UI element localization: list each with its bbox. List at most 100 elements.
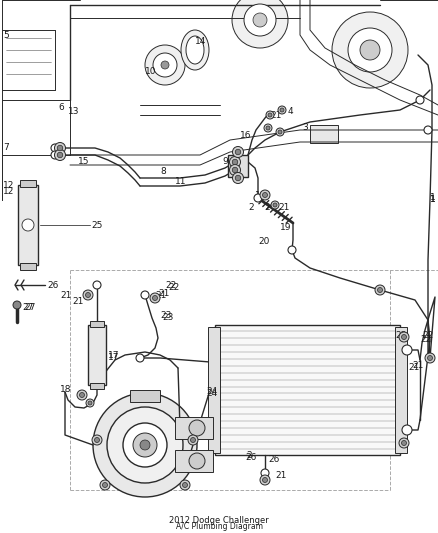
- Text: 18: 18: [255, 190, 266, 199]
- Circle shape: [260, 475, 270, 485]
- Circle shape: [280, 108, 284, 112]
- Circle shape: [180, 480, 190, 490]
- Text: 2012 Dodge Challenger: 2012 Dodge Challenger: [169, 516, 269, 525]
- Circle shape: [136, 354, 144, 362]
- Circle shape: [253, 13, 267, 27]
- Circle shape: [378, 287, 382, 293]
- Bar: [18, 185, 38, 265]
- Text: 9: 9: [222, 157, 228, 166]
- Text: 2: 2: [264, 203, 270, 212]
- Circle shape: [416, 96, 424, 104]
- Circle shape: [145, 45, 185, 85]
- Text: 11: 11: [175, 177, 187, 187]
- Text: 23: 23: [162, 313, 173, 322]
- Circle shape: [402, 345, 412, 355]
- Circle shape: [261, 469, 269, 477]
- Circle shape: [141, 291, 149, 299]
- Circle shape: [360, 40, 380, 60]
- Circle shape: [425, 353, 435, 363]
- Text: 1: 1: [430, 193, 436, 203]
- Text: 21: 21: [408, 364, 419, 373]
- Circle shape: [348, 28, 392, 72]
- Text: 24: 24: [206, 389, 217, 398]
- Text: 8: 8: [160, 167, 166, 176]
- Text: 6: 6: [58, 103, 64, 112]
- Circle shape: [232, 167, 238, 173]
- Circle shape: [266, 111, 274, 119]
- Circle shape: [268, 113, 272, 117]
- Text: 26: 26: [268, 456, 279, 464]
- Circle shape: [123, 423, 167, 467]
- Circle shape: [233, 173, 244, 183]
- Circle shape: [83, 290, 93, 300]
- Circle shape: [376, 286, 384, 294]
- Bar: [395, 327, 407, 453]
- Text: 23: 23: [395, 330, 406, 340]
- Circle shape: [93, 393, 197, 497]
- Circle shape: [278, 130, 282, 134]
- Circle shape: [427, 356, 432, 360]
- Circle shape: [102, 482, 107, 488]
- Circle shape: [92, 435, 102, 445]
- Circle shape: [77, 390, 87, 400]
- Text: 21: 21: [158, 288, 170, 297]
- Text: 2: 2: [246, 450, 251, 459]
- Text: 21: 21: [278, 203, 290, 212]
- Text: 21: 21: [412, 360, 424, 369]
- Text: 26: 26: [245, 454, 256, 463]
- Text: 12: 12: [3, 188, 14, 197]
- Text: 16: 16: [240, 131, 251, 140]
- Bar: [208, 327, 220, 453]
- Circle shape: [140, 440, 150, 450]
- Circle shape: [232, 0, 288, 48]
- Circle shape: [88, 401, 92, 405]
- Circle shape: [244, 4, 276, 36]
- Text: 22: 22: [165, 280, 176, 289]
- Circle shape: [107, 407, 183, 483]
- Text: 1: 1: [430, 196, 436, 205]
- Bar: [90, 383, 104, 389]
- Text: 20: 20: [258, 238, 269, 246]
- Bar: [88, 325, 106, 385]
- Text: 14: 14: [195, 37, 206, 46]
- Text: 22: 22: [422, 332, 433, 341]
- Circle shape: [232, 159, 238, 165]
- Circle shape: [57, 152, 63, 158]
- Circle shape: [278, 106, 286, 114]
- Circle shape: [150, 293, 160, 303]
- Text: 25: 25: [91, 221, 102, 230]
- Circle shape: [271, 201, 279, 209]
- Text: 19: 19: [280, 223, 292, 232]
- Circle shape: [260, 190, 270, 200]
- Circle shape: [424, 126, 432, 134]
- Circle shape: [276, 128, 284, 136]
- Text: 22: 22: [168, 284, 179, 293]
- Circle shape: [51, 144, 59, 152]
- Circle shape: [153, 53, 177, 77]
- Text: 10: 10: [145, 68, 156, 77]
- Circle shape: [54, 149, 66, 160]
- Circle shape: [332, 12, 408, 88]
- Circle shape: [254, 194, 262, 202]
- Bar: [20, 180, 36, 187]
- Text: 23: 23: [160, 311, 171, 319]
- Text: 4: 4: [288, 108, 293, 117]
- Circle shape: [54, 142, 66, 154]
- Circle shape: [264, 124, 272, 132]
- Circle shape: [57, 146, 63, 151]
- Circle shape: [100, 480, 110, 490]
- Circle shape: [133, 433, 157, 457]
- Circle shape: [399, 438, 409, 448]
- Circle shape: [85, 293, 91, 297]
- Circle shape: [262, 478, 268, 482]
- Bar: [175, 450, 213, 472]
- Text: 2: 2: [248, 204, 254, 213]
- Circle shape: [80, 392, 85, 398]
- Bar: [90, 321, 104, 327]
- Text: 18: 18: [60, 385, 71, 394]
- Ellipse shape: [181, 30, 209, 70]
- Circle shape: [288, 246, 296, 254]
- Text: 7: 7: [3, 143, 9, 152]
- Circle shape: [402, 425, 412, 435]
- Ellipse shape: [186, 36, 204, 64]
